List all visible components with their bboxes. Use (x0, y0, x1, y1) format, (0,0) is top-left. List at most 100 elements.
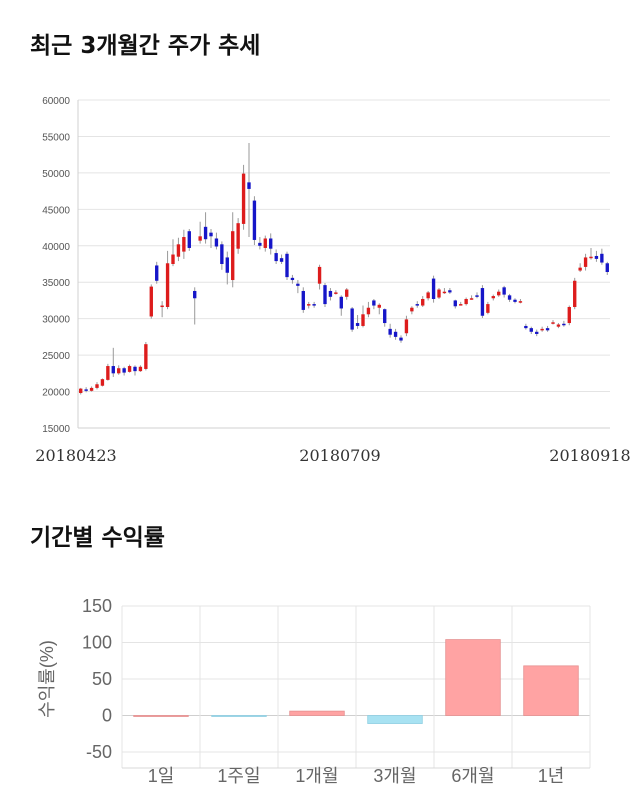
candle (594, 250, 599, 262)
candle (149, 284, 153, 319)
x-tick-label: 3개월 (373, 766, 416, 786)
candle (290, 274, 295, 284)
y-axis-label: 수익률(%) (37, 640, 57, 718)
candle-body (350, 308, 354, 330)
candle-body (480, 288, 485, 316)
candle-body (426, 292, 430, 299)
candle-body (372, 300, 376, 306)
candle-body (551, 322, 555, 324)
candle-body (106, 366, 110, 380)
candle-body (605, 263, 609, 273)
candle (518, 298, 523, 304)
candle-body (231, 231, 235, 281)
candle-body (100, 379, 105, 386)
candle (372, 298, 376, 310)
candle-body (518, 301, 523, 303)
y-tick-label: 15000 (42, 424, 70, 435)
candle-body (421, 298, 425, 306)
candle-body (459, 304, 463, 306)
candle (497, 289, 501, 297)
candle-body (589, 256, 593, 259)
candle (469, 295, 474, 300)
candle-body (437, 289, 441, 298)
candle-body (138, 366, 143, 372)
candle-body (513, 299, 517, 302)
y-tick-label: 20000 (42, 388, 70, 399)
candle-body (567, 307, 571, 324)
candle-body (448, 290, 452, 293)
candle (383, 308, 387, 327)
candle-body (182, 237, 186, 252)
bar-1개월 (289, 710, 345, 716)
candle-body (578, 267, 582, 271)
candle (203, 212, 208, 244)
candle (133, 365, 137, 376)
candle (448, 288, 452, 294)
candle-body (285, 253, 289, 278)
y-tick-label: 40000 (42, 242, 70, 253)
candle-body (464, 298, 468, 305)
candle-body (312, 304, 316, 306)
candle (486, 301, 490, 315)
candle-body (301, 290, 305, 310)
candle (573, 277, 577, 310)
candle (345, 288, 349, 300)
candle-body (524, 325, 528, 329)
candle (117, 365, 121, 375)
candle-body (410, 307, 414, 312)
y-tick-label: 100 (82, 633, 112, 653)
y-tick-label: 45000 (42, 205, 70, 216)
candle (410, 306, 414, 315)
candle (415, 301, 419, 308)
candle (144, 341, 148, 371)
candle-body (323, 285, 327, 305)
y-tick-label: 50000 (42, 169, 70, 180)
price-candlestick-chart: 60000 55000 50000 45000 40000 35000 30000 25000… (35, 96, 630, 465)
candle (231, 212, 235, 288)
candle (535, 329, 539, 337)
candle-body (545, 328, 550, 331)
candle (442, 288, 447, 294)
candle-body (562, 323, 566, 326)
candle (556, 323, 561, 329)
candle (600, 248, 604, 265)
candle-body (573, 280, 577, 308)
candle-body (583, 257, 588, 267)
price-trend-title: 최근 3개월간 주가 추세 (30, 33, 261, 59)
candle-body (393, 331, 398, 337)
candle (301, 287, 305, 313)
candle-body (263, 238, 267, 248)
candle (279, 254, 284, 264)
candle (350, 307, 354, 332)
candle-body (214, 238, 219, 247)
candle (437, 288, 441, 299)
candle-body (529, 328, 533, 332)
candle (404, 315, 409, 337)
candle (138, 365, 143, 372)
x-tick-label: 6개월 (451, 766, 494, 786)
candle (155, 261, 159, 284)
candle (426, 290, 430, 301)
candle-body (133, 366, 137, 372)
candle-body (361, 314, 365, 326)
candle-body (160, 305, 164, 308)
candle-body (127, 366, 132, 372)
candle (122, 366, 126, 376)
candle (269, 233, 273, 255)
candle-body (84, 389, 88, 391)
candle (567, 305, 571, 326)
candle (100, 378, 105, 387)
candle (171, 239, 175, 267)
candle-body (334, 292, 338, 294)
candle (220, 241, 224, 270)
bar-6개월 (445, 639, 501, 716)
candle (562, 320, 566, 327)
x-tick-label: 20180918 (549, 446, 630, 465)
candle (583, 253, 588, 271)
candle-body (355, 323, 360, 326)
candle (334, 290, 338, 295)
candle (236, 218, 240, 254)
candle (258, 237, 262, 250)
candle-body (198, 236, 202, 241)
candle-body (165, 263, 170, 308)
